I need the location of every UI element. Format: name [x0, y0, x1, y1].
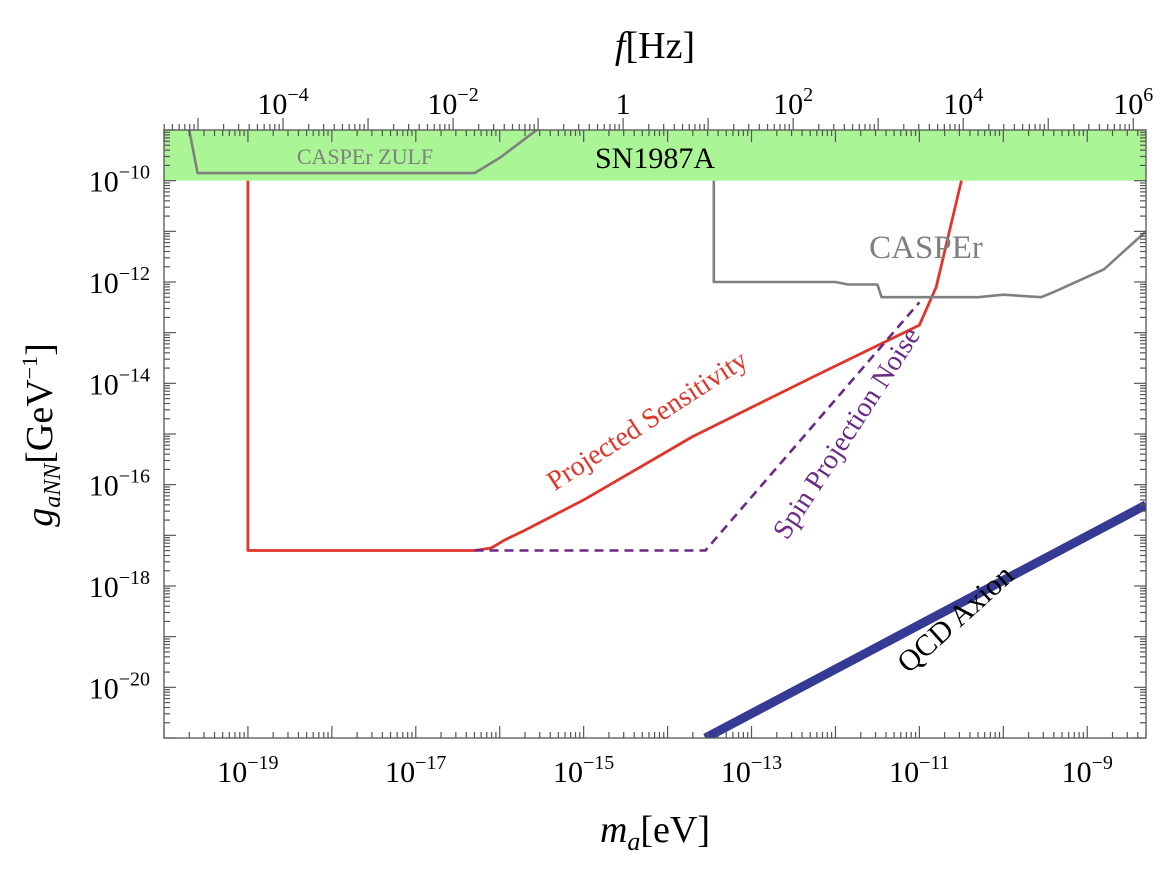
top-tick-label: 106 [1113, 84, 1153, 121]
casper-zulf-label: CASPEr ZULF [297, 144, 433, 169]
casper-line [712, 180, 1146, 299]
y-tick-label: 10−18 [89, 567, 150, 604]
x-tick-label: 10−9 [1062, 752, 1113, 789]
top-tick-label: 10−2 [427, 84, 478, 121]
x-axis-label: ma[eV] [600, 809, 710, 856]
y-tick-label: 10−12 [89, 263, 150, 300]
top-axis-label: f[Hz] [615, 25, 695, 67]
x-tick-label: 10−13 [721, 752, 782, 789]
spin-projection-noise-label: Spin Projection Noise [767, 322, 927, 545]
x-tick-label: 10−17 [385, 752, 446, 789]
sn1987a-label: SN1987A [595, 142, 715, 175]
top-tick-label: 1 [616, 88, 631, 121]
casper-zulf-line [187, 130, 539, 175]
casper-label: CASPEr [869, 230, 983, 266]
x-tick-label: 10−19 [217, 752, 278, 789]
y-tick-label: 10−14 [89, 364, 150, 401]
x-tick-label: 10−11 [889, 752, 950, 789]
top-tick-label: 104 [943, 84, 983, 121]
y-tick-label: 10−20 [89, 668, 150, 705]
y-tick-label: 10−16 [89, 466, 150, 503]
x-tick-label: 10−15 [553, 752, 614, 789]
top-tick-label: 102 [773, 84, 813, 121]
y-axis-label: gaNN[GeV−1] [17, 343, 66, 527]
y-tick-label: 10−10 [89, 162, 150, 199]
top-tick-label: 10−4 [257, 84, 308, 121]
qcd-axion-line [703, 500, 1146, 738]
spin-projection-noise-line [474, 301, 921, 552]
qcd-axion-label: QCD Axion [891, 558, 1020, 679]
projected-sensitivity-line [246, 180, 963, 552]
